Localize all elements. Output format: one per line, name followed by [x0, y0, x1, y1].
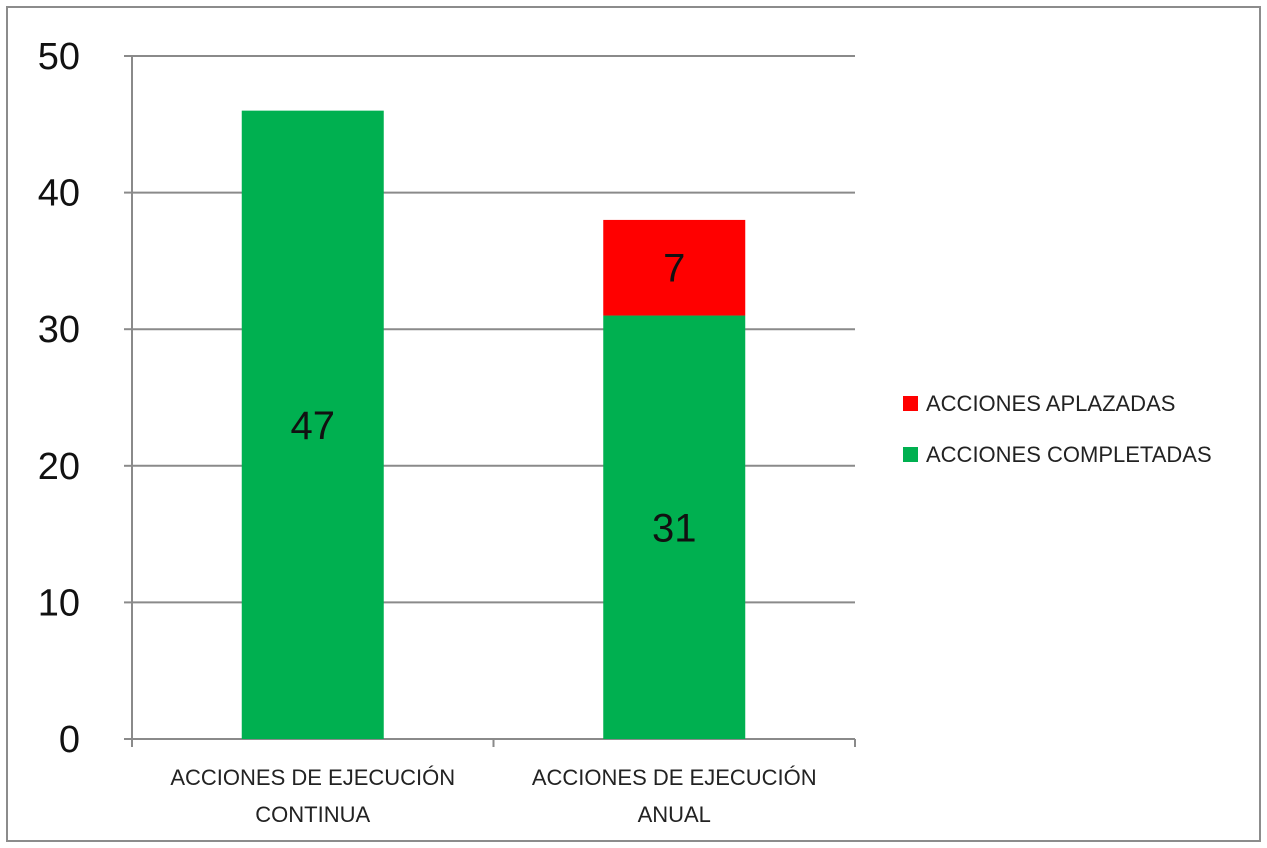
y-tick-label-30: 30: [38, 309, 80, 351]
y-tick-label-40: 40: [38, 173, 80, 215]
y-tick-label-10: 10: [38, 582, 80, 624]
x-category-label-1-1: ANUAL: [638, 802, 711, 827]
legend-swatch-1: [903, 447, 918, 462]
data-labels: 47 31 7: [291, 247, 697, 551]
y-tick-label-20: 20: [38, 446, 80, 488]
y-tick-label-0: 0: [59, 719, 80, 761]
data-label-1-1: 7: [663, 247, 685, 291]
gridlines: [132, 55, 855, 604]
bar-1-0: [603, 315, 746, 739]
legend-swatch-0: [903, 396, 918, 411]
data-label-1-0: 31: [652, 506, 697, 550]
data-label-0-0: 47: [291, 404, 336, 448]
bars: [241, 110, 746, 739]
bar-1-1: [603, 219, 746, 316]
x-category-label-1-0: ACCIONES DE EJECUCIÓN: [532, 765, 817, 790]
legend: ACCIONES APLAZADAS ACCIONES COMPLETADAS: [903, 391, 1212, 467]
x-category-label-0-1: CONTINUA: [255, 802, 370, 827]
axes: 0 10 20 30 40 50 ACCIONES DE EJECUCIÓN CONTINUA…: [38, 36, 856, 827]
legend-label-0: ACCIONES APLAZADAS: [926, 391, 1175, 416]
legend-label-1: ACCIONES COMPLETADAS: [926, 442, 1212, 467]
bar-0-0: [241, 110, 384, 739]
y-tick-label-50: 50: [38, 36, 80, 78]
x-category-label-0-0: ACCIONES DE EJECUCIÓN: [170, 765, 455, 790]
